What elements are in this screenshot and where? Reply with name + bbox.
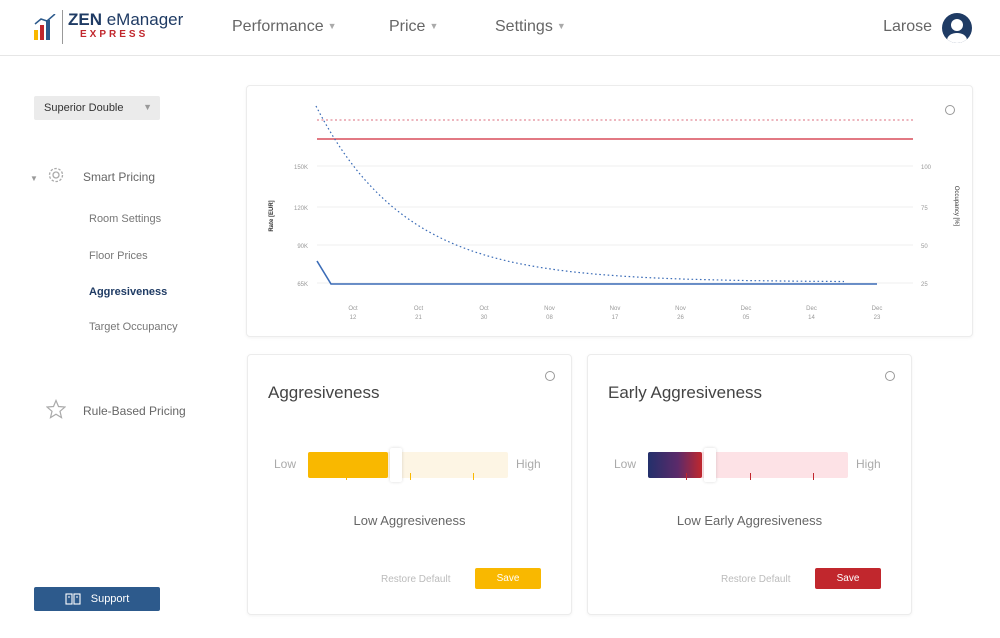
early-aggresiveness-card: Early Aggresiveness Low High Low Early A… xyxy=(587,354,912,615)
x-tick-label: Dec xyxy=(872,306,883,312)
high-label: High xyxy=(856,457,881,471)
aggresiveness-option-radio[interactable] xyxy=(545,371,555,381)
rule-based-pricing-label: Rule-Based Pricing xyxy=(83,404,186,418)
y-tick-label: 150K xyxy=(294,165,308,171)
nav-settings[interactable]: Settings ▼ xyxy=(495,18,566,35)
x-tick-label: Oct xyxy=(414,306,424,312)
early-aggresiveness-title: Early Aggresiveness xyxy=(608,383,763,402)
slider-tick xyxy=(410,473,411,480)
brand-logo[interactable]: ZEN eManager EXPRESS xyxy=(34,10,194,46)
user-avatar-icon[interactable] xyxy=(942,13,972,43)
x-tick-label: Nov xyxy=(675,306,686,312)
x-tick-label: Oct xyxy=(479,306,489,312)
y2-tick-label: 100 xyxy=(921,165,932,171)
book-icon xyxy=(65,593,81,605)
early-aggresiveness-level-text: Low Early Aggresiveness xyxy=(676,513,823,528)
aggresiveness-level-text: Low Aggresiveness xyxy=(353,513,466,528)
restore-default-link[interactable]: Restore Default xyxy=(721,574,791,585)
y-tick-label: 65K xyxy=(297,282,308,288)
logo-divider xyxy=(62,10,63,44)
slider-tick xyxy=(686,473,687,480)
x-tick-label: 26 xyxy=(677,315,684,321)
save-button[interactable]: Save xyxy=(475,568,541,589)
slider-tick xyxy=(750,473,751,480)
aggresiveness-slider-fill xyxy=(308,452,388,478)
forecast-chart: 65K 25 90K 50 120K 75 150K 100 Rate [EUR] Occupan… xyxy=(269,105,959,321)
slider-tick xyxy=(346,473,347,480)
blue-solid-series-line xyxy=(316,260,877,285)
blue-dotted-series-line xyxy=(315,105,844,283)
bar-chart-logo-icon xyxy=(34,14,56,40)
low-label: Low xyxy=(614,457,637,471)
aggresiveness-slider-thumb[interactable] xyxy=(390,448,402,482)
y-axis-label: Rate [EUR] xyxy=(269,200,275,231)
y2-tick-label: 50 xyxy=(921,244,928,250)
x-tick-label: Dec xyxy=(741,306,752,312)
y-tick-label: 120K xyxy=(294,206,308,212)
x-tick-label: 08 xyxy=(546,315,553,321)
chevron-down-icon: ▼ xyxy=(429,21,439,31)
restore-default-link[interactable]: Restore Default xyxy=(381,574,451,585)
top-bar: ZEN eManager EXPRESS Performance ▼ Price ▼… xyxy=(0,0,1000,56)
y2-tick-label: 25 xyxy=(921,282,928,288)
early-aggresiveness-slider-fill xyxy=(648,452,702,478)
y2-tick-label: 75 xyxy=(921,206,928,212)
x-tick-label: 17 xyxy=(612,315,619,321)
low-label: Low xyxy=(274,457,297,471)
x-tick-label: 14 xyxy=(808,315,815,321)
sidebar-item-aggresiveness[interactable]: Aggresiveness xyxy=(89,286,168,298)
x-tick-label: Oct xyxy=(348,306,358,312)
high-label: High xyxy=(516,457,541,471)
chart-option-radio[interactable] xyxy=(945,105,955,115)
gear-icon xyxy=(48,167,64,183)
user-name[interactable]: Larose xyxy=(883,18,932,35)
x-tick-label: 05 xyxy=(743,315,750,321)
y2-axis-label: Occupancy [%] xyxy=(953,186,959,227)
forecast-chart-card: 65K 25 90K 50 120K 75 150K 100 Rate [EUR] Occupan… xyxy=(246,85,973,337)
x-tick-label: 23 xyxy=(874,315,881,321)
slider-tick xyxy=(813,473,814,480)
expand-triangle-icon: ▼ xyxy=(30,174,38,183)
x-tick-label: 30 xyxy=(481,315,488,321)
brand-subtitle: EXPRESS xyxy=(80,29,149,40)
support-button[interactable]: Support xyxy=(34,587,160,611)
nav-performance[interactable]: Performance ▼ xyxy=(232,18,337,35)
aggresiveness-card: Aggresiveness Low High Low Aggresiveness… xyxy=(247,354,572,615)
x-tick-label: Dec xyxy=(806,306,817,312)
smart-pricing-label: Smart Pricing xyxy=(83,170,156,184)
room-type-select[interactable]: Superior Double ▼ xyxy=(34,96,160,120)
chevron-down-icon: ▼ xyxy=(143,102,152,112)
sidebar-item-target-occupancy[interactable]: Target Occupancy xyxy=(89,321,178,333)
early-aggresiveness-slider-thumb[interactable] xyxy=(704,448,716,482)
y-tick-label: 90K xyxy=(297,244,308,250)
chevron-down-icon: ▼ xyxy=(327,21,337,31)
x-tick-label: 21 xyxy=(415,315,422,321)
brand-name: ZEN eManager xyxy=(68,10,184,29)
slider-tick xyxy=(473,473,474,480)
aggresiveness-title: Aggresiveness xyxy=(268,383,380,402)
save-button[interactable]: Save xyxy=(815,568,881,589)
chevron-down-icon: ▼ xyxy=(556,21,566,31)
sidebar-item-floor-prices[interactable]: Floor Prices xyxy=(89,250,148,262)
x-tick-label: Nov xyxy=(610,306,621,312)
star-icon xyxy=(46,399,66,419)
x-tick-label: 12 xyxy=(350,315,357,321)
nav-price[interactable]: Price ▼ xyxy=(389,18,439,35)
x-tick-label: Nov xyxy=(544,306,555,312)
sidebar-item-room-settings[interactable]: Room Settings xyxy=(89,213,162,225)
early-aggresiveness-option-radio[interactable] xyxy=(885,371,895,381)
